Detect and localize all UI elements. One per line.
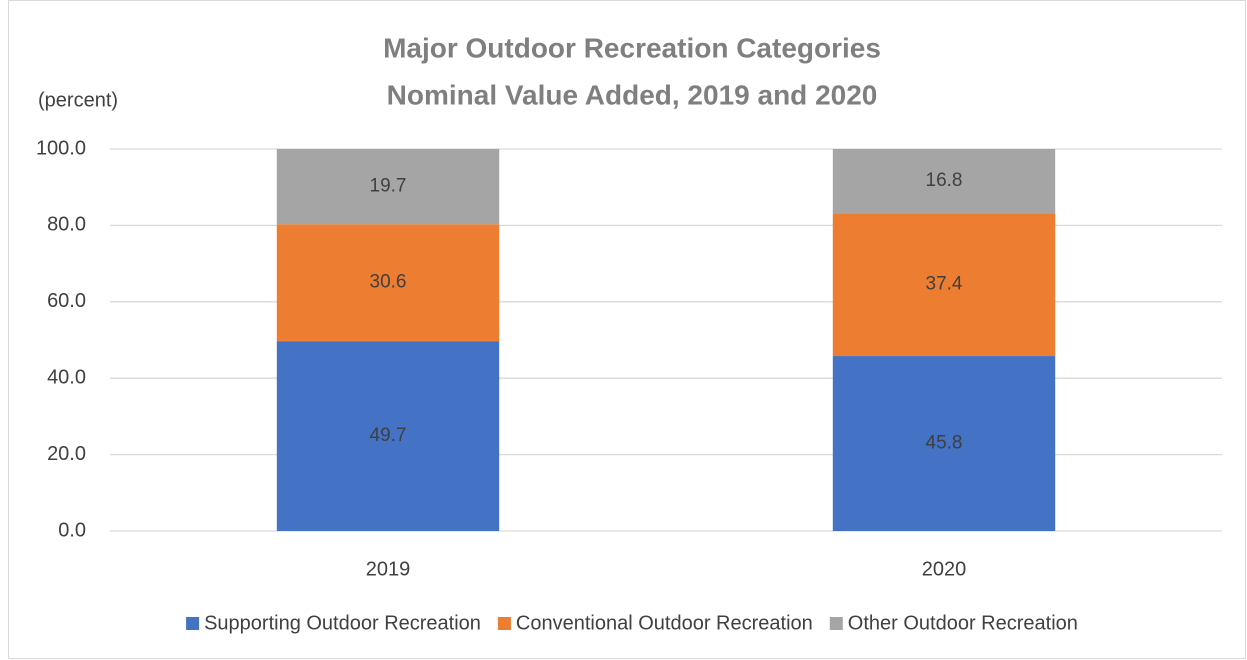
y-tick-label: 80.0 [47, 214, 86, 236]
y-tick-label: 60.0 [47, 290, 86, 312]
chart-title: Major Outdoor Recreation Categories [383, 32, 881, 63]
legend-label: Other Outdoor Recreation [848, 612, 1078, 634]
chart-title: Nominal Value Added, 2019 and 2020 [387, 79, 878, 110]
data-label: 49.7 [370, 425, 407, 446]
data-label: 30.6 [370, 272, 407, 293]
legend-swatch [186, 617, 200, 630]
y-tick-label: 100.0 [36, 137, 86, 159]
legend-swatch [829, 617, 843, 630]
legend-label: Conventional Outdoor Recreation [516, 612, 813, 634]
chart-border [8, 0, 1246, 659]
y-axis-label: (percent) [38, 89, 118, 111]
bar-segment [276, 224, 500, 342]
bar-segment [276, 341, 500, 531]
y-tick-label: 20.0 [47, 443, 86, 465]
data-label: 45.8 [926, 433, 963, 454]
data-label: 16.8 [926, 170, 963, 191]
legend-swatch [497, 617, 511, 630]
bar-segment [832, 356, 1056, 531]
y-tick-label: 0.0 [58, 519, 86, 541]
bar-segment [832, 149, 1056, 214]
x-tick-label: 2020 [922, 558, 967, 580]
legend-label: Supporting Outdoor Recreation [204, 612, 481, 634]
data-label: 37.4 [926, 274, 963, 295]
y-tick-label: 40.0 [47, 366, 86, 388]
bar-segment [832, 213, 1056, 357]
bar-segment [276, 149, 500, 225]
x-tick-label: 2019 [366, 558, 411, 580]
data-label: 19.7 [370, 176, 407, 197]
